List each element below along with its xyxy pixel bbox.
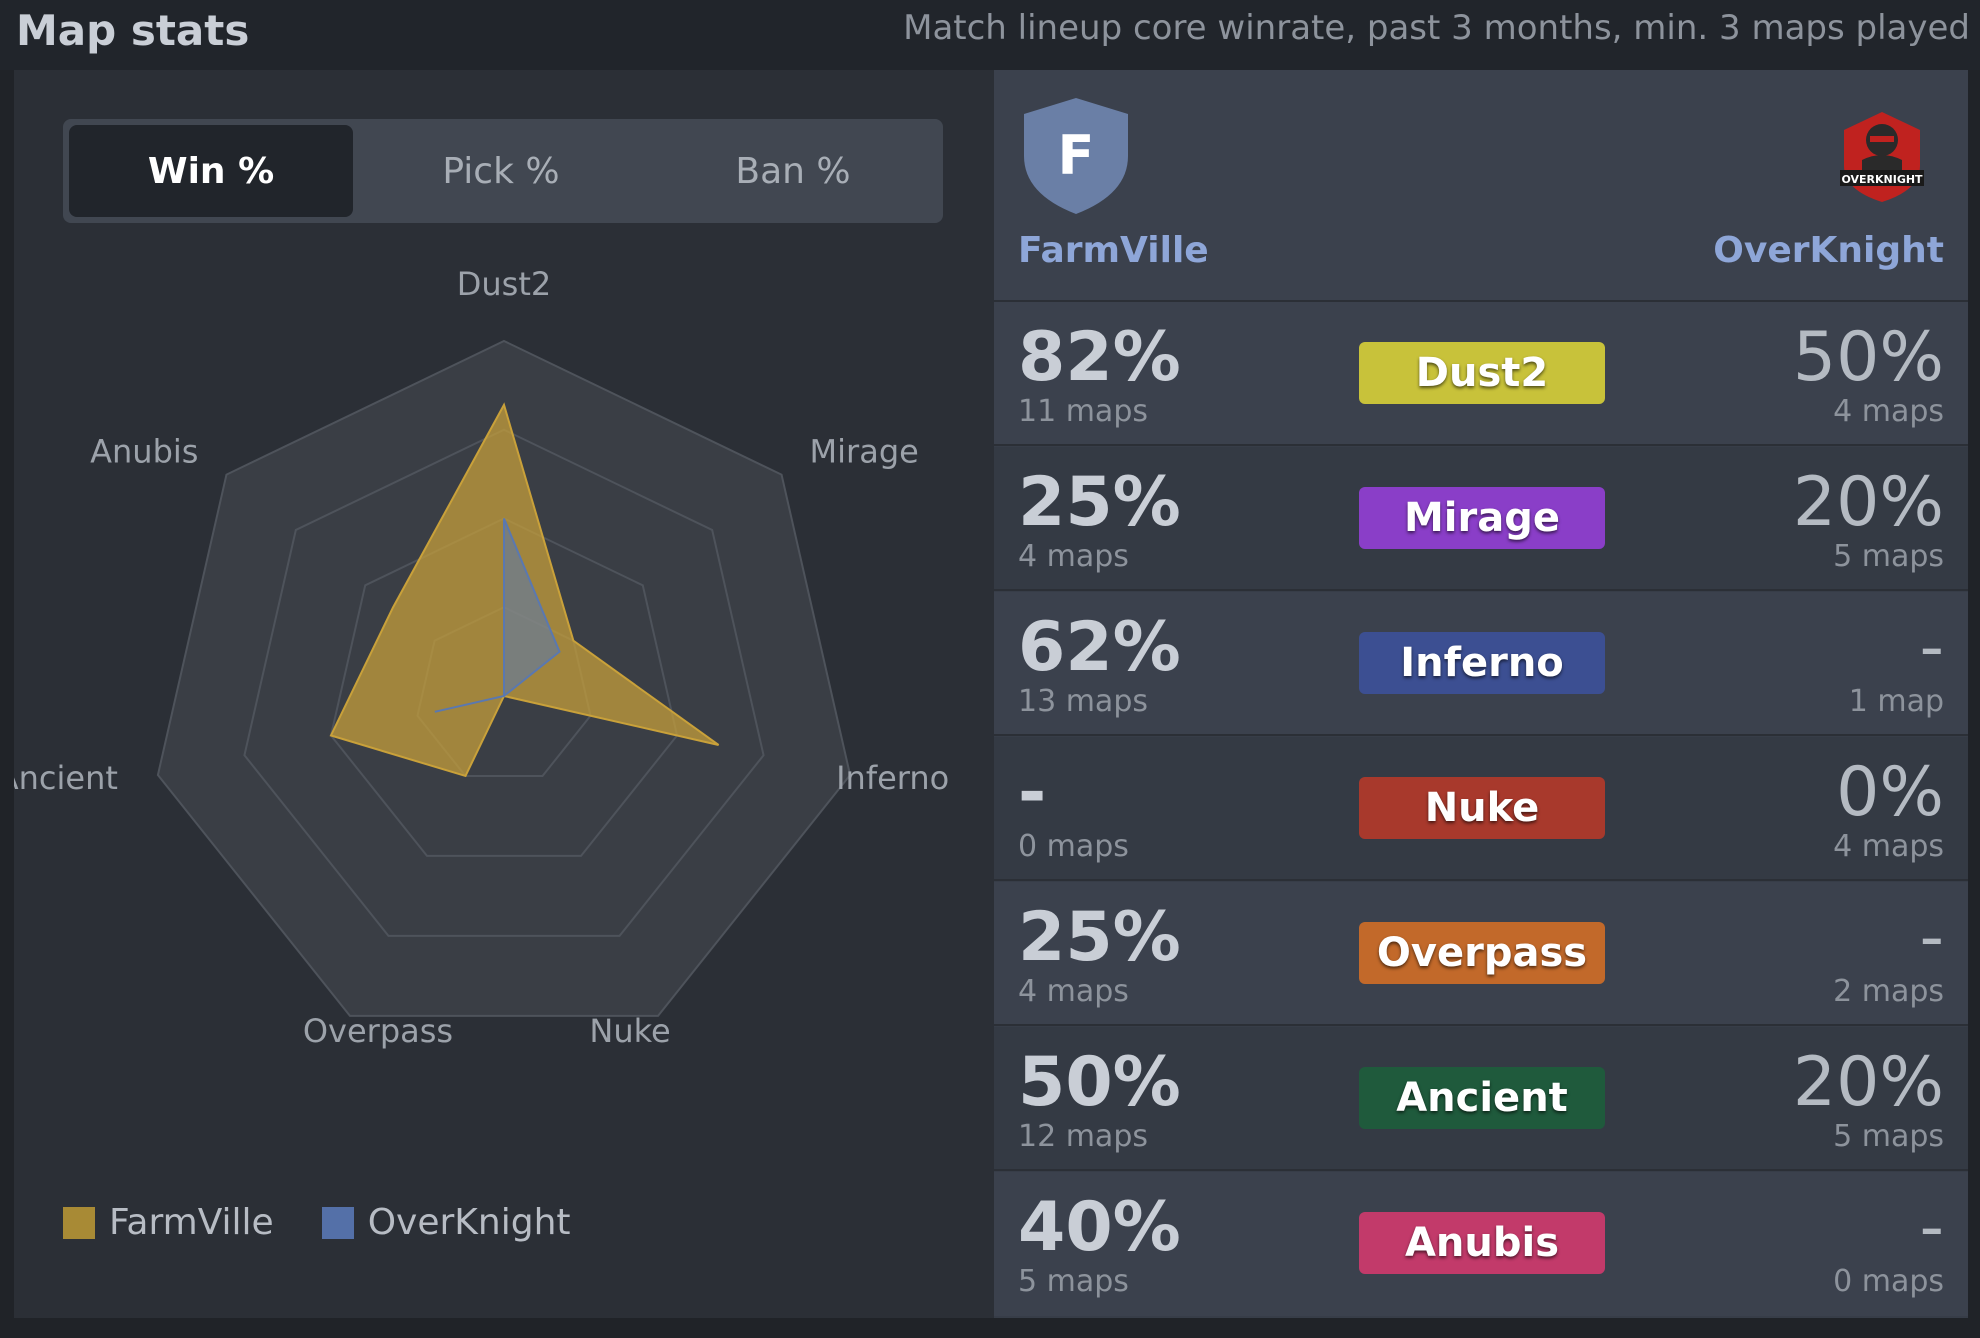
radar-axis-label-overpass: Overpass [303, 1012, 453, 1050]
map-row-dust2: 82% 11 maps Dust2 50% 4 maps [994, 302, 1968, 446]
map-badge-mirage[interactable]: Mirage [1359, 487, 1605, 549]
map-badge-overpass[interactable]: Overpass [1359, 922, 1605, 984]
legend-item-overknight[interactable]: OverKnight [321, 1202, 571, 1243]
map-badge-anubis[interactable]: Anubis [1359, 1212, 1605, 1274]
radar-series-overknight[interactable] [434, 518, 561, 713]
right-winrate: - [1919, 608, 1944, 687]
right-winrate: 0% [1836, 753, 1944, 832]
right-maps-count: 4 maps [1833, 829, 1944, 864]
page-subtitle: Match lineup core winrate, past 3 months… [903, 8, 1970, 48]
right-winrate: - [1919, 1188, 1944, 1267]
tab-win-pct[interactable]: Win % [69, 125, 353, 217]
radar-axis-label-nuke: Nuke [589, 1012, 670, 1050]
right-winrate: 50% [1792, 318, 1944, 397]
tab-pick-pct[interactable]: Pick % [442, 150, 560, 192]
right-maps-count: 1 map [1848, 684, 1944, 719]
right-maps-count: 2 maps [1833, 974, 1944, 1009]
page-title: Map stats [16, 6, 250, 55]
knight-logo-text: OVERKNIGHT [1841, 173, 1923, 186]
map-badge-dust2[interactable]: Dust2 [1359, 342, 1605, 404]
left-winrate: 82% [1018, 318, 1181, 397]
map-row-mirage: 25% 4 maps Mirage 20% 5 maps [994, 447, 1968, 591]
radar-axis-label-dust2: Dust2 [457, 265, 552, 303]
right-maps-count: 0 maps [1833, 1264, 1944, 1299]
left-maps-count: 11 maps [1018, 394, 1148, 429]
shield-icon: F [1024, 98, 1128, 214]
right-maps-count: 5 maps [1833, 539, 1944, 574]
knight-logo-icon: OVERKNIGHT [1840, 112, 1924, 202]
right-winrate: 20% [1792, 1043, 1944, 1122]
radar-grid-ring [243, 428, 765, 937]
legend-label-farmville: FarmVille [109, 1202, 274, 1243]
left-winrate: 50% [1018, 1043, 1181, 1122]
shield-letter: F [1058, 124, 1095, 187]
radar-chart: Dust2 Mirage Inferno Nuke Overpass Ancient Anu… [14, 265, 949, 1050]
left-winrate: 25% [1018, 463, 1181, 542]
left-winrate: 40% [1018, 1188, 1181, 1267]
stat-tabs: Win % Pick % Ban % [63, 119, 943, 223]
left-winrate: 62% [1018, 608, 1181, 687]
legend-swatch-farmville [63, 1206, 95, 1239]
left-winrate: - [1018, 753, 1047, 832]
right-winrate: 20% [1792, 463, 1944, 542]
radar-axis-label-inferno: Inferno [836, 759, 949, 797]
radar-axis-label-mirage: Mirage [810, 433, 919, 471]
left-maps-count: 4 maps [1018, 539, 1129, 574]
left-maps-count: 0 maps [1018, 829, 1129, 864]
radar-axis-label-anubis: Anubis [90, 433, 198, 471]
map-badge-nuke[interactable]: Nuke [1359, 777, 1605, 839]
chart-legend: FarmVille OverKnight [63, 1202, 619, 1243]
left-maps-count: 12 maps [1018, 1119, 1148, 1154]
header-bar: Map stats Match lineup core winrate, pas… [0, 0, 1980, 70]
team-right-name[interactable]: OverKnight [1713, 230, 1944, 271]
map-row-nuke: - 0 maps Nuke 0% 4 maps [994, 737, 1968, 881]
map-row-inferno: 62% 13 maps Inferno - 1 map [994, 592, 1968, 736]
legend-item-farmville[interactable]: FarmVille [63, 1202, 274, 1243]
radar-axis-label-ancient: Ancient [14, 759, 118, 797]
map-stats-table: F FarmVille OVERKNIGHT OverKnight 82% 11… [994, 70, 1968, 1318]
tab-ban-pct[interactable]: Ban % [735, 150, 851, 192]
radar-grid-ring [329, 517, 679, 857]
left-maps-count: 4 maps [1018, 974, 1129, 1009]
right-maps-count: 4 maps [1833, 394, 1944, 429]
radar-panel: Dust2 Mirage Inferno Nuke Overpass Ancient Anu… [14, 70, 994, 1318]
legend-swatch-overknight [321, 1206, 354, 1239]
team-left-name[interactable]: FarmVille [1018, 230, 1209, 271]
left-maps-count: 13 maps [1018, 684, 1148, 719]
map-row-anubis: 40% 5 maps Anubis - 0 maps [994, 1172, 1968, 1316]
left-maps-count: 5 maps [1018, 1264, 1129, 1299]
right-maps-count: 5 maps [1833, 1119, 1944, 1154]
map-row-ancient: 50% 12 maps Ancient 20% 5 maps [994, 1027, 1968, 1171]
right-winrate: - [1919, 898, 1944, 977]
map-row-overpass: 25% 4 maps Overpass - 2 maps [994, 882, 1968, 1026]
legend-label-overknight: OverKnight [367, 1202, 571, 1243]
map-badge-inferno[interactable]: Inferno [1359, 632, 1605, 694]
left-winrate: 25% [1018, 898, 1181, 977]
teams-header: F FarmVille OVERKNIGHT OverKnight [994, 70, 1968, 302]
map-badge-ancient[interactable]: Ancient [1359, 1067, 1605, 1129]
